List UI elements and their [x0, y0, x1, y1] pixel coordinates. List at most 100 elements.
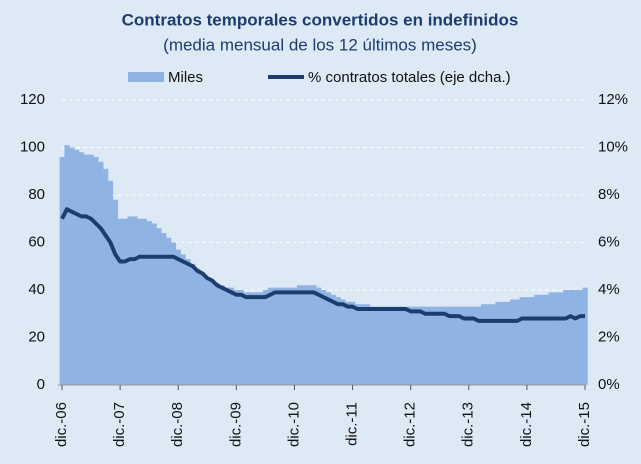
- bar: [398, 306, 404, 385]
- x-tick-label: dic.-12: [402, 402, 419, 447]
- bar: [166, 237, 172, 385]
- bar: [558, 292, 564, 385]
- bar: [204, 278, 210, 385]
- bar: [548, 292, 554, 385]
- bar: [359, 304, 365, 385]
- bar: [180, 254, 186, 385]
- bar: [112, 199, 118, 385]
- bar: [301, 285, 307, 385]
- bar: [369, 306, 375, 385]
- y-tick-label: 60: [28, 233, 45, 250]
- bar: [437, 306, 443, 385]
- bar: [413, 306, 419, 385]
- bar: [490, 304, 496, 385]
- y-tick-label: 120: [20, 91, 45, 108]
- bar: [238, 290, 244, 385]
- x-tick-label: dic.-13: [460, 402, 477, 447]
- y-tick-label: 80: [28, 186, 45, 203]
- bar: [78, 152, 85, 385]
- y2-tick-label: 2%: [598, 328, 620, 345]
- bar: [209, 280, 215, 385]
- bar: [384, 306, 390, 385]
- bar: [403, 306, 409, 385]
- bar: [379, 306, 385, 385]
- bar: [262, 290, 269, 385]
- y-tick-label: 40: [28, 281, 45, 298]
- y2-tick-label: 8%: [598, 186, 620, 203]
- bar: [364, 304, 370, 385]
- bar: [524, 297, 530, 385]
- bar: [190, 263, 196, 385]
- bar: [233, 290, 240, 385]
- bar: [59, 157, 65, 385]
- bar: [553, 292, 559, 385]
- bar: [500, 301, 506, 385]
- bar: [316, 287, 322, 385]
- bar: [170, 242, 177, 385]
- x-tick-label: dic.-15: [576, 402, 593, 447]
- x-tick-label: dic.-10: [285, 402, 302, 447]
- line: [60, 207, 585, 323]
- legend-label: Miles: [168, 69, 203, 86]
- bar: [185, 259, 191, 385]
- bar: [137, 218, 143, 385]
- bar: [417, 306, 424, 385]
- bar: [442, 306, 448, 385]
- bar: [132, 216, 138, 385]
- bar: [408, 306, 414, 385]
- bar: [572, 290, 579, 385]
- bar: [258, 292, 264, 385]
- x-tick-label: dic.-11: [344, 402, 361, 446]
- x-tick-label: dic.-06: [53, 402, 70, 447]
- bar: [272, 287, 278, 385]
- bar: [335, 297, 341, 385]
- bar: [83, 154, 89, 385]
- bar: [519, 297, 525, 385]
- bar: [534, 294, 540, 385]
- bar: [432, 306, 438, 385]
- chart-title: Contratos temporales convertidos en inde…: [122, 10, 519, 29]
- bar: [461, 306, 467, 385]
- y2-tick-label: 6%: [598, 233, 620, 250]
- bar: [282, 287, 288, 385]
- bar: [141, 218, 148, 385]
- bar: [325, 292, 332, 385]
- bar: [446, 306, 453, 385]
- chart-subtitle: (media mensual de los 12 últimos meses): [163, 35, 477, 54]
- bar: [480, 304, 487, 385]
- bar: [64, 145, 70, 385]
- bar: [354, 304, 361, 385]
- bar: [345, 301, 351, 385]
- bar: [156, 228, 162, 385]
- y2-tick-label: 10%: [598, 138, 628, 155]
- bar: [219, 285, 225, 385]
- bar: [248, 292, 254, 385]
- x-tick-label: dic.-14: [518, 402, 535, 447]
- legend-label: % contratos totales (eje dcha.): [308, 69, 511, 86]
- bar: [538, 294, 545, 385]
- x-tick-label: dic.-09: [227, 402, 244, 447]
- y-tick-label: 0: [37, 376, 45, 393]
- bar: [505, 301, 511, 385]
- bar: [287, 287, 293, 385]
- bar: [451, 306, 457, 385]
- bar: [224, 287, 230, 385]
- bar: [151, 223, 157, 385]
- y-tick-label: 20: [28, 328, 45, 345]
- bar: [93, 157, 99, 385]
- bar: [117, 218, 123, 385]
- bar: [393, 306, 399, 385]
- bar: [108, 180, 114, 385]
- bar: [267, 287, 273, 385]
- y2-tick-label: 12%: [598, 91, 628, 108]
- bar: [243, 292, 249, 385]
- bar: [495, 301, 501, 385]
- bar: [306, 285, 312, 385]
- bar: [69, 147, 75, 385]
- bar: [543, 294, 549, 385]
- bar: [311, 285, 317, 385]
- bar: [350, 301, 356, 385]
- bar: [456, 306, 462, 385]
- bar: [330, 294, 336, 385]
